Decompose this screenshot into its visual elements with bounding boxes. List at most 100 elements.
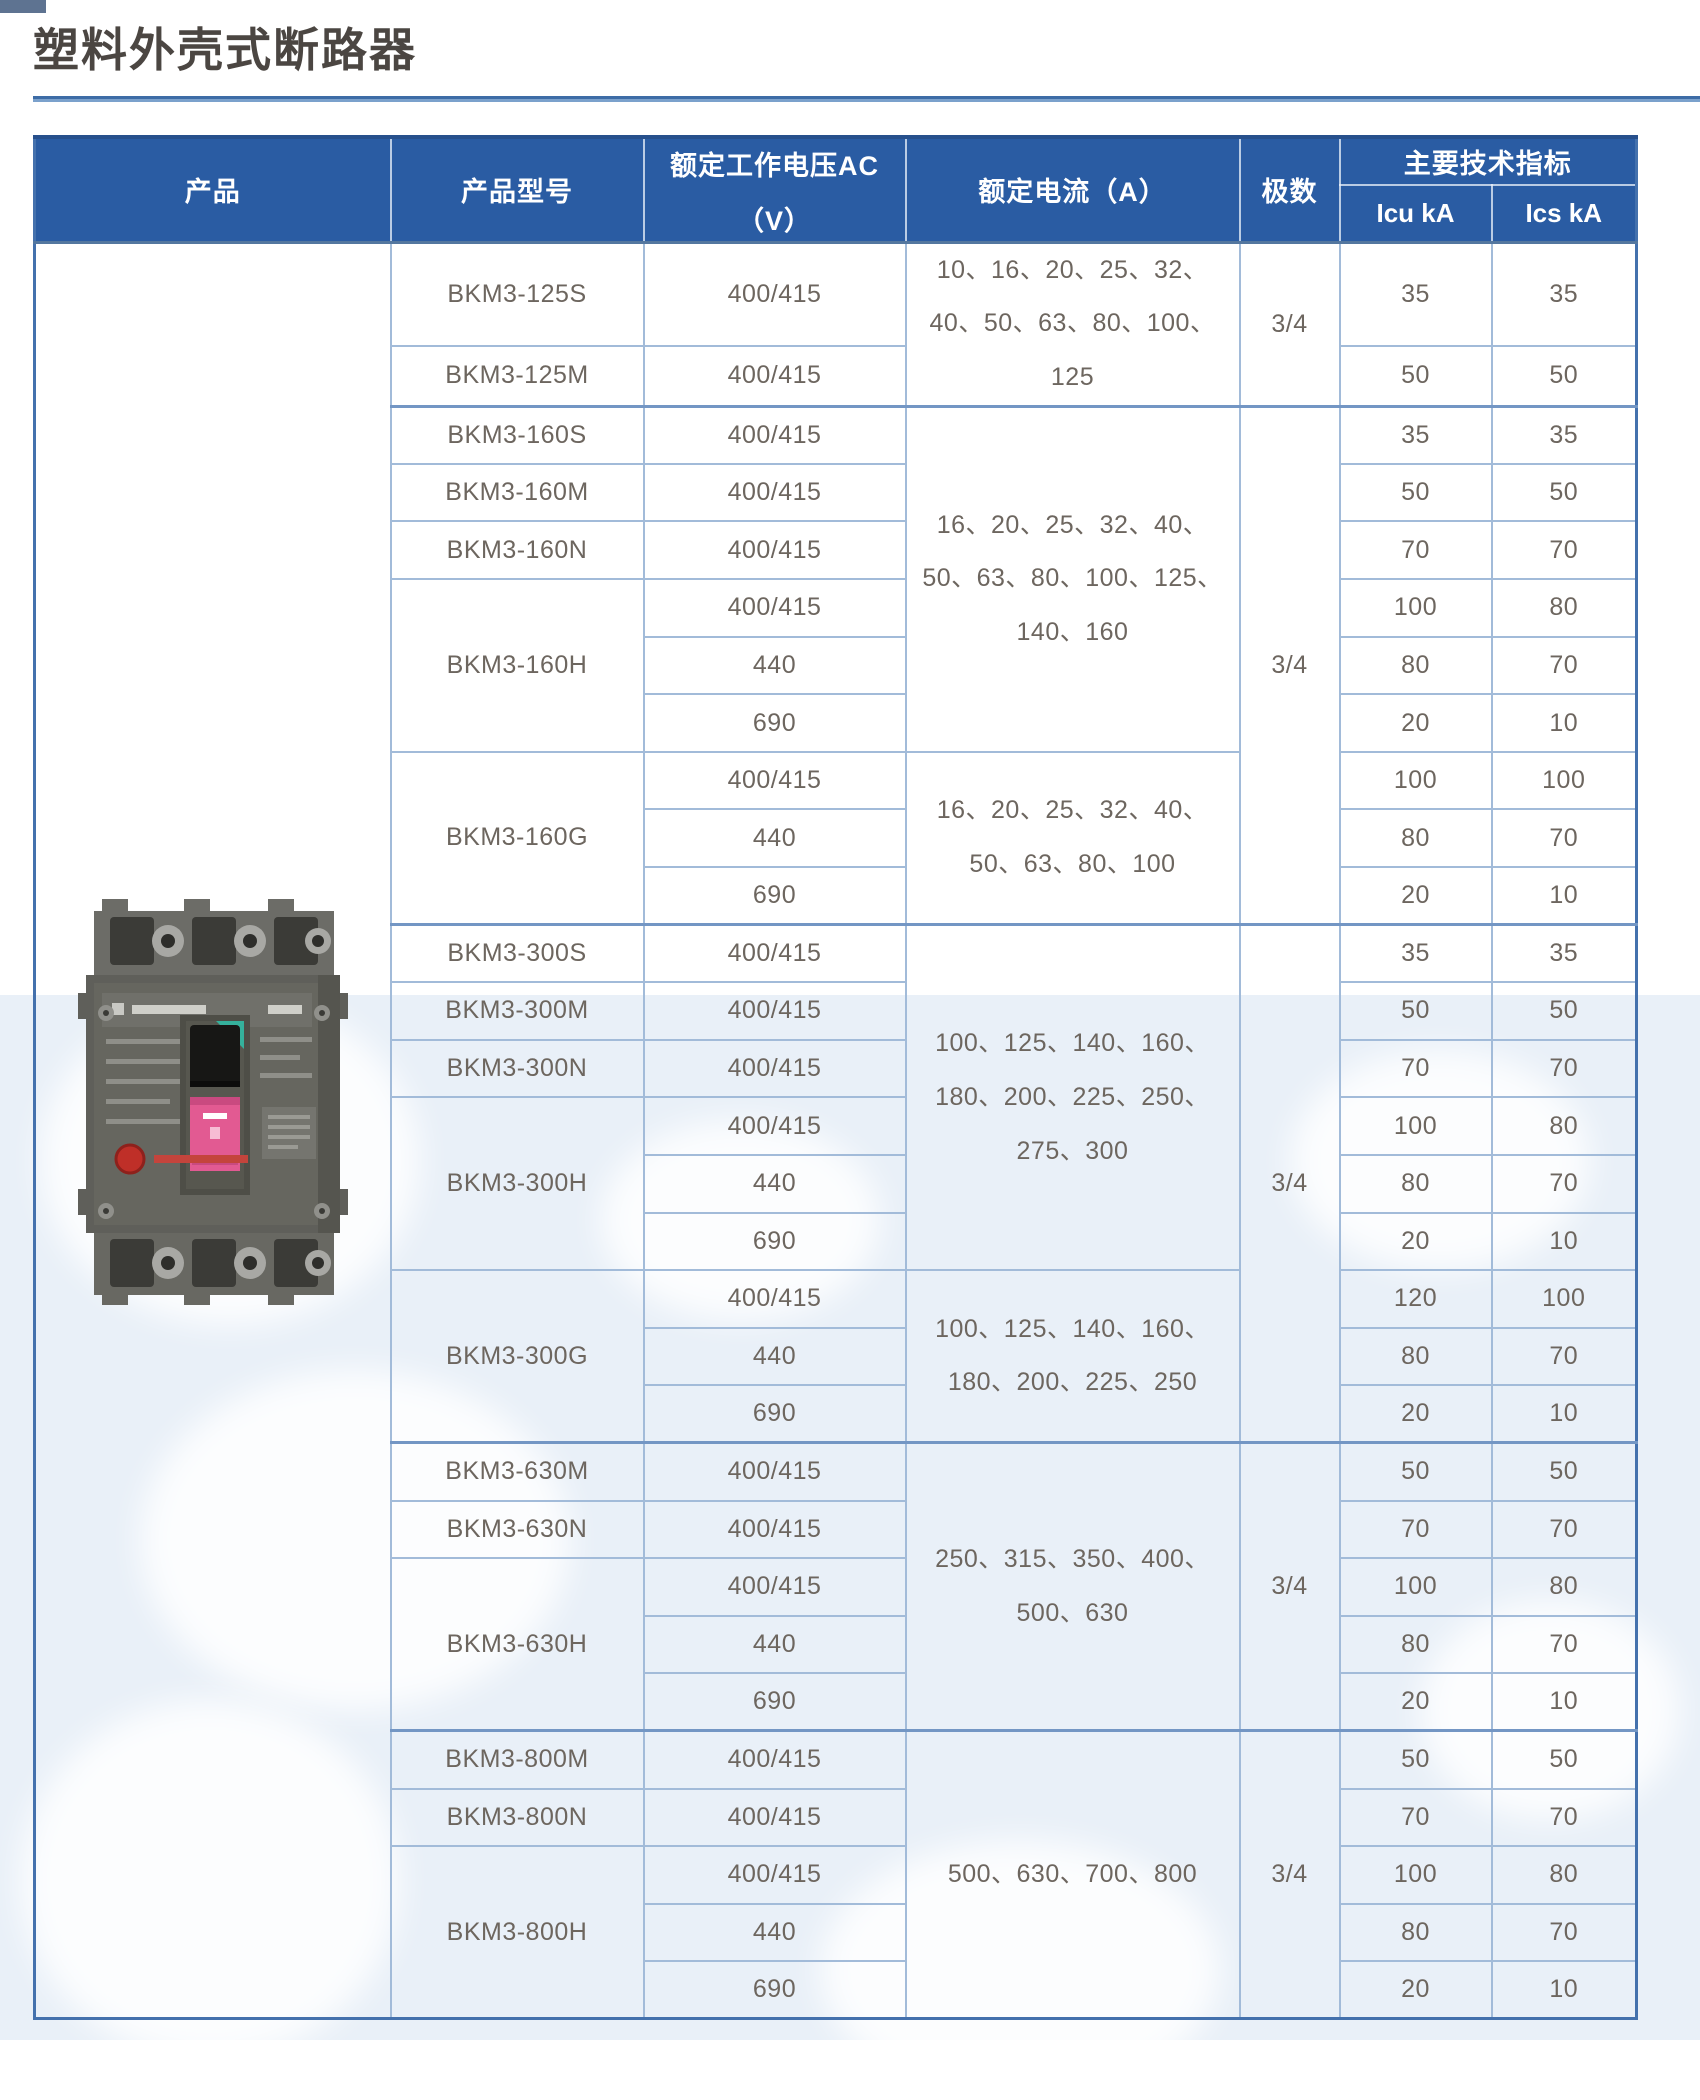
icu-cell: 80 xyxy=(1338,1614,1493,1675)
voltage-cell: 400/415 xyxy=(642,240,907,348)
product-photo-cell xyxy=(33,241,392,2020)
poles-cell: 3/4 xyxy=(1238,923,1341,1444)
icu-cell: 70 xyxy=(1338,1499,1493,1560)
ics-cell: 70 xyxy=(1490,1787,1638,1848)
header-voltage-line2: （V） xyxy=(736,205,812,236)
icu-cell: 70 xyxy=(1338,1038,1493,1099)
icu-cell: 100 xyxy=(1338,1096,1493,1156)
model-cell: BKM3-300N xyxy=(389,1038,645,1099)
voltage-cell: 400/415 xyxy=(642,1729,907,1790)
ics-cell: 70 xyxy=(1490,635,1638,696)
ics-cell: 35 xyxy=(1490,923,1638,984)
icu-cell: 20 xyxy=(1338,1960,1493,2020)
voltage-cell: 400/415 xyxy=(642,404,907,465)
voltage-cell: 400/415 xyxy=(642,1499,907,1560)
icu-cell: 100 xyxy=(1338,1557,1493,1617)
icu-cell: 80 xyxy=(1338,1153,1493,1214)
voltage-cell: 400/415 xyxy=(642,1787,907,1848)
icu-cell: 35 xyxy=(1338,404,1493,465)
icu-cell: 50 xyxy=(1338,1441,1493,1502)
header-tech-indicators: 主要技术指标 xyxy=(1338,136,1638,186)
icu-cell: 50 xyxy=(1338,981,1493,1041)
model-cell: BKM3-160N xyxy=(389,520,645,581)
ics-cell: 50 xyxy=(1490,981,1638,1041)
ics-cell: 70 xyxy=(1490,1499,1638,1560)
icu-cell: 100 xyxy=(1338,578,1493,638)
header-icu: Icu kA xyxy=(1338,184,1493,243)
icu-cell: 20 xyxy=(1338,693,1493,753)
page-edge-tab xyxy=(0,0,46,13)
model-cell: BKM3-800N xyxy=(389,1787,645,1848)
voltage-cell: 400/415 xyxy=(642,1096,907,1156)
header-voltage: 额定工作电压AC （V） xyxy=(642,136,907,243)
ics-cell: 70 xyxy=(1490,1614,1638,1675)
model-cell: BKM3-300G xyxy=(389,1269,645,1444)
circuit-breaker-illustration xyxy=(77,898,348,1305)
current-cell: 250、315、350、400、500、630 xyxy=(904,1441,1241,1732)
icu-cell: 50 xyxy=(1338,462,1493,523)
voltage-cell: 400/415 xyxy=(642,462,907,523)
title-underline xyxy=(33,96,1700,102)
icu-cell: 50 xyxy=(1338,1729,1493,1790)
ics-cell: 10 xyxy=(1490,693,1638,753)
model-cell: BKM3-160S xyxy=(389,404,645,465)
model-cell: BKM3-300S xyxy=(389,923,645,984)
ics-cell: 100 xyxy=(1490,750,1638,811)
ics-cell: 80 xyxy=(1490,1557,1638,1617)
voltage-cell: 440 xyxy=(642,635,907,696)
voltage-cell: 400/415 xyxy=(642,750,907,811)
voltage-cell: 400/415 xyxy=(642,578,907,638)
voltage-cell: 440 xyxy=(642,808,907,868)
ics-cell: 50 xyxy=(1490,1441,1638,1502)
icu-cell: 100 xyxy=(1338,1845,1493,1905)
poles-cell: 3/4 xyxy=(1238,240,1341,408)
poles-cell: 3/4 xyxy=(1238,404,1341,926)
voltage-cell: 400/415 xyxy=(642,1038,907,1099)
model-cell: BKM3-800H xyxy=(389,1845,645,2020)
page-title: 塑料外壳式断路器 xyxy=(33,24,417,76)
ics-cell: 70 xyxy=(1490,520,1638,581)
voltage-cell: 690 xyxy=(642,693,907,753)
ics-cell: 80 xyxy=(1490,1096,1638,1156)
model-cell: BKM3-630H xyxy=(389,1557,645,1732)
voltage-cell: 400/415 xyxy=(642,1269,907,1329)
header-voltage-line1: 额定工作电压AC xyxy=(670,150,879,181)
voltage-cell: 440 xyxy=(642,1614,907,1675)
icu-cell: 35 xyxy=(1338,923,1493,984)
icu-cell: 20 xyxy=(1338,1672,1493,1732)
voltage-cell: 440 xyxy=(642,1326,907,1387)
icu-cell: 70 xyxy=(1338,1787,1493,1848)
current-cell: 500、630、700、800 xyxy=(904,1729,1241,2020)
icu-cell: 20 xyxy=(1338,1211,1493,1272)
model-cell: BKM3-125M xyxy=(389,345,645,408)
ics-cell: 10 xyxy=(1490,1960,1638,2020)
voltage-cell: 400/415 xyxy=(642,520,907,581)
icu-cell: 80 xyxy=(1338,1902,1493,1963)
icu-cell: 100 xyxy=(1338,750,1493,811)
ics-cell: 70 xyxy=(1490,1326,1638,1387)
ics-cell: 10 xyxy=(1490,1384,1638,1444)
icu-cell: 120 xyxy=(1338,1269,1493,1329)
current-cell: 100、125、140、160、180、200、225、250、275、300 xyxy=(904,923,1241,1272)
current-cell: 16、20、25、32、40、50、63、80、100 xyxy=(904,750,1241,926)
voltage-cell: 690 xyxy=(642,1384,907,1444)
icu-cell: 20 xyxy=(1338,1384,1493,1444)
icu-cell: 20 xyxy=(1338,866,1493,926)
ics-cell: 100 xyxy=(1490,1269,1638,1329)
ics-cell: 50 xyxy=(1490,1729,1638,1790)
breaker-photo xyxy=(72,897,354,1314)
icu-cell: 50 xyxy=(1338,345,1493,408)
header-product: 产品 xyxy=(33,136,392,243)
current-cell: 16、20、25、32、40、50、63、80、100、125、140、160 xyxy=(904,404,1241,753)
red-test-button xyxy=(114,1143,146,1175)
model-cell: BKM3-160M xyxy=(389,462,645,523)
model-cell: BKM3-125S xyxy=(389,240,645,348)
current-cell: 10、16、20、25、32、40、50、63、80、100、125 xyxy=(904,240,1241,408)
header-model: 产品型号 xyxy=(389,136,645,243)
header-poles: 极数 xyxy=(1238,136,1341,243)
header-ics: Ics kA xyxy=(1490,184,1638,243)
ics-cell: 10 xyxy=(1490,1672,1638,1732)
voltage-cell: 400/415 xyxy=(642,1441,907,1502)
icu-cell: 70 xyxy=(1338,520,1493,581)
ics-cell: 10 xyxy=(1490,1211,1638,1272)
